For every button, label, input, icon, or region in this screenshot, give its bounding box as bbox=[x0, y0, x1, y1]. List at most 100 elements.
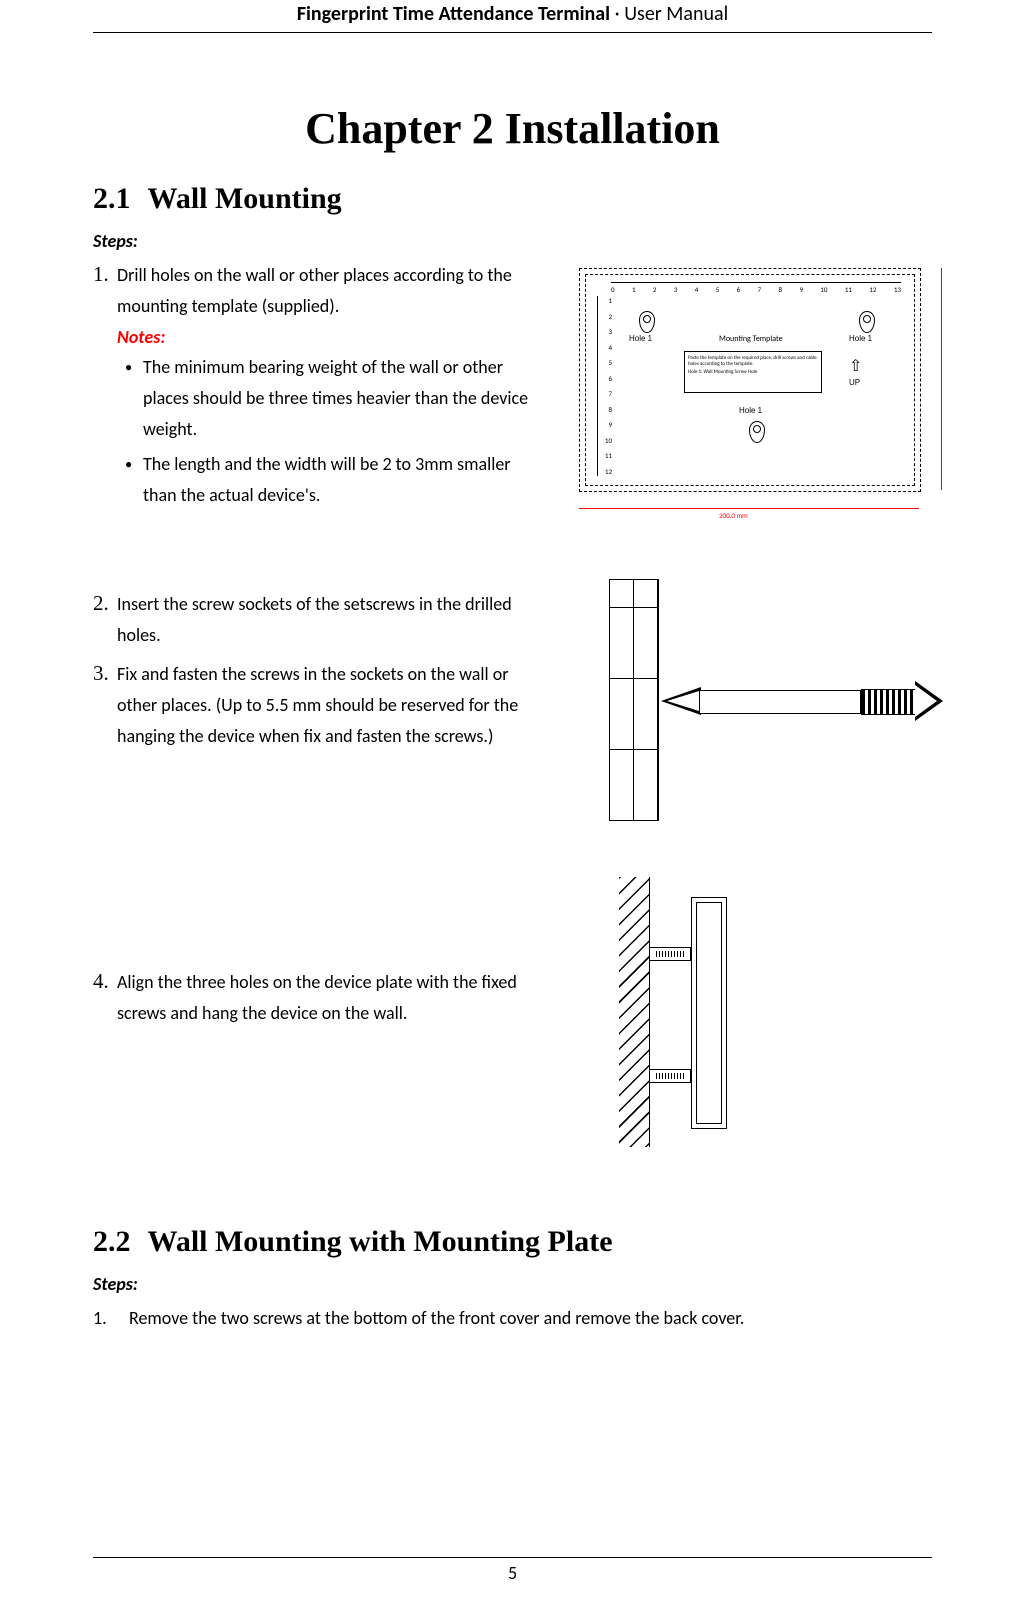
ruler-tick: 4 bbox=[695, 285, 699, 299]
step-number: 2. bbox=[93, 589, 117, 617]
hole-label: Hole 1 bbox=[629, 334, 652, 343]
bullet-text: The length and the width will be 2 to 3m… bbox=[143, 449, 533, 511]
ruler-tick: 12 bbox=[605, 467, 612, 476]
ruler-tick: 6 bbox=[737, 285, 741, 299]
ruler-tick: 3 bbox=[674, 285, 678, 299]
step1-figure-col: 0 1 2 3 4 5 6 7 8 9 10 11 12 13 1 bbox=[549, 252, 939, 506]
step1-block: 1. Drill holes on the wall or other plac… bbox=[93, 252, 932, 511]
ruler-tick: 10 bbox=[605, 436, 612, 445]
step1-text-col: 1. Drill holes on the wall or other plac… bbox=[93, 252, 533, 511]
ruler-tick: 7 bbox=[608, 389, 612, 398]
figure-mounting-template: 0 1 2 3 4 5 6 7 8 9 10 11 12 13 1 bbox=[549, 256, 939, 506]
numbered-row: 1. Remove the two screws at the bottom o… bbox=[93, 1303, 932, 1334]
up-arrow-icon: ⇧ bbox=[849, 356, 862, 376]
figure-device-on-wall bbox=[601, 869, 881, 1159]
step-number: 3. bbox=[93, 659, 117, 687]
section-22-number: 2.2 bbox=[93, 1225, 131, 1258]
template-title: Mounting Template bbox=[719, 334, 783, 344]
step-number: 4. bbox=[93, 967, 117, 995]
step-body: Insert the screw sockets of the setscrew… bbox=[117, 589, 533, 651]
template-note-box: Paste the template on the required place… bbox=[684, 351, 822, 393]
bracket-lines bbox=[656, 1073, 684, 1079]
ruler-tick: 4 bbox=[608, 343, 612, 352]
header-product: Fingerprint Time Attendance Terminal bbox=[297, 2, 610, 26]
running-header: Fingerprint Time Attendance Terminal · U… bbox=[93, 2, 932, 33]
hole-label: Hole 1 bbox=[849, 334, 872, 343]
mount-bracket-icon bbox=[649, 947, 691, 961]
ruler-tick: 11 bbox=[605, 451, 612, 460]
ruler-top: 0 1 2 3 4 5 6 7 8 9 10 11 12 13 bbox=[611, 282, 901, 299]
device-side-icon bbox=[691, 897, 727, 1129]
ruler-tick: 13 bbox=[894, 285, 901, 299]
bullet-text: The minimum bearing weight of the wall o… bbox=[143, 352, 533, 445]
section-21-title: Wall Mounting bbox=[147, 182, 341, 215]
section-21-number: 2.1 bbox=[93, 182, 131, 215]
ruler-tick: 2 bbox=[653, 285, 657, 299]
step-row: 3. Fix and fasten the screws in the sock… bbox=[93, 659, 533, 752]
bullet-marker: ● bbox=[125, 449, 143, 480]
bullet-row: ● The minimum bearing weight of the wall… bbox=[125, 352, 533, 445]
section-22-heading: 2.2 Wall Mounting with Mounting Plate bbox=[93, 1225, 932, 1259]
ruler-tick: 8 bbox=[779, 285, 783, 299]
step4-block: 4. Align the three holes on the device p… bbox=[93, 869, 932, 1159]
ruler-tick: 1 bbox=[608, 296, 612, 305]
ruler-tick: 1 bbox=[632, 285, 636, 299]
dimension-right bbox=[941, 268, 943, 490]
dimension-bottom-value: 200.0 mm bbox=[719, 511, 748, 520]
page-number: 5 bbox=[93, 1557, 932, 1584]
anchor-tip-inner bbox=[667, 691, 699, 711]
step23-figure-col bbox=[549, 551, 969, 839]
bullet-marker: ● bbox=[125, 352, 143, 383]
template-note-line: Hole 1: Wall Mounting Screw Hole bbox=[688, 369, 818, 375]
ruler-tick: 12 bbox=[869, 285, 876, 299]
template-note-line: Paste the template on the required place… bbox=[688, 355, 818, 367]
section-22-title: Wall Mounting with Mounting Plate bbox=[147, 1225, 612, 1258]
steps-label-21: Steps: bbox=[93, 230, 932, 252]
step-body: Drill holes on the wall or other places … bbox=[117, 260, 533, 322]
chapter-label: Chapter 2 bbox=[305, 104, 494, 153]
chapter-title: Chapter 2 Installation bbox=[93, 103, 932, 154]
notes-label: Notes: bbox=[117, 326, 533, 348]
step23-block: 2. Insert the screw sockets of the setsc… bbox=[93, 551, 932, 839]
step-row: 4. Align the three holes on the device p… bbox=[93, 967, 533, 1029]
numbered-text: Remove the two screws at the bottom of t… bbox=[129, 1303, 744, 1334]
section-21-heading: 2.1 Wall Mounting bbox=[93, 182, 932, 216]
ruler-tick: 6 bbox=[608, 374, 612, 383]
hole-label: Hole 1 bbox=[739, 406, 762, 415]
chapter-name: Installation bbox=[505, 104, 720, 153]
header-separator: · bbox=[615, 2, 620, 26]
screw-thread-icon bbox=[861, 689, 917, 715]
up-label: UP bbox=[849, 378, 860, 387]
ruler-tick: 5 bbox=[608, 358, 612, 367]
ruler-tick: 8 bbox=[608, 405, 612, 414]
step-body: Align the three holes on the device plat… bbox=[117, 967, 533, 1029]
ruler-tick: 5 bbox=[716, 285, 720, 299]
section-gap bbox=[93, 1159, 932, 1197]
header-doctype: User Manual bbox=[624, 2, 728, 26]
wall-block-icon bbox=[609, 579, 659, 821]
dimension-bottom bbox=[579, 508, 919, 510]
step4-figure-col bbox=[549, 869, 932, 1159]
ruler-tick: 9 bbox=[608, 420, 612, 429]
mount-bracket-icon bbox=[649, 1069, 691, 1083]
steps-label-22: Steps: bbox=[93, 1273, 932, 1295]
step23-text-col: 2. Insert the screw sockets of the setsc… bbox=[93, 551, 533, 752]
ruler-tick: 2 bbox=[608, 312, 612, 321]
bracket-lines bbox=[656, 951, 684, 957]
step-number: 1. bbox=[93, 260, 117, 288]
numbered-marker: 1. bbox=[93, 1303, 129, 1334]
step-body: Fix and fasten the screws in the sockets… bbox=[117, 659, 533, 752]
bullet-row: ● The length and the width will be 2 to … bbox=[125, 449, 533, 511]
anchor-body-icon bbox=[699, 690, 861, 714]
ruler-tick: 3 bbox=[608, 327, 612, 336]
ruler-tick: 7 bbox=[758, 285, 762, 299]
screw-head-inner bbox=[915, 685, 937, 717]
ruler-tick: 9 bbox=[799, 285, 803, 299]
figure-screw-socket bbox=[549, 559, 969, 839]
ruler-left: 1 2 3 4 5 6 7 8 9 10 11 12 bbox=[597, 296, 612, 476]
step-row: 1. Drill holes on the wall or other plac… bbox=[93, 260, 533, 322]
step-row: 2. Insert the screw sockets of the setsc… bbox=[93, 589, 533, 651]
ruler-tick: 11 bbox=[845, 285, 852, 299]
wall-hatch-icon bbox=[619, 877, 650, 1147]
page: Fingerprint Time Attendance Terminal · U… bbox=[0, 0, 1025, 1612]
